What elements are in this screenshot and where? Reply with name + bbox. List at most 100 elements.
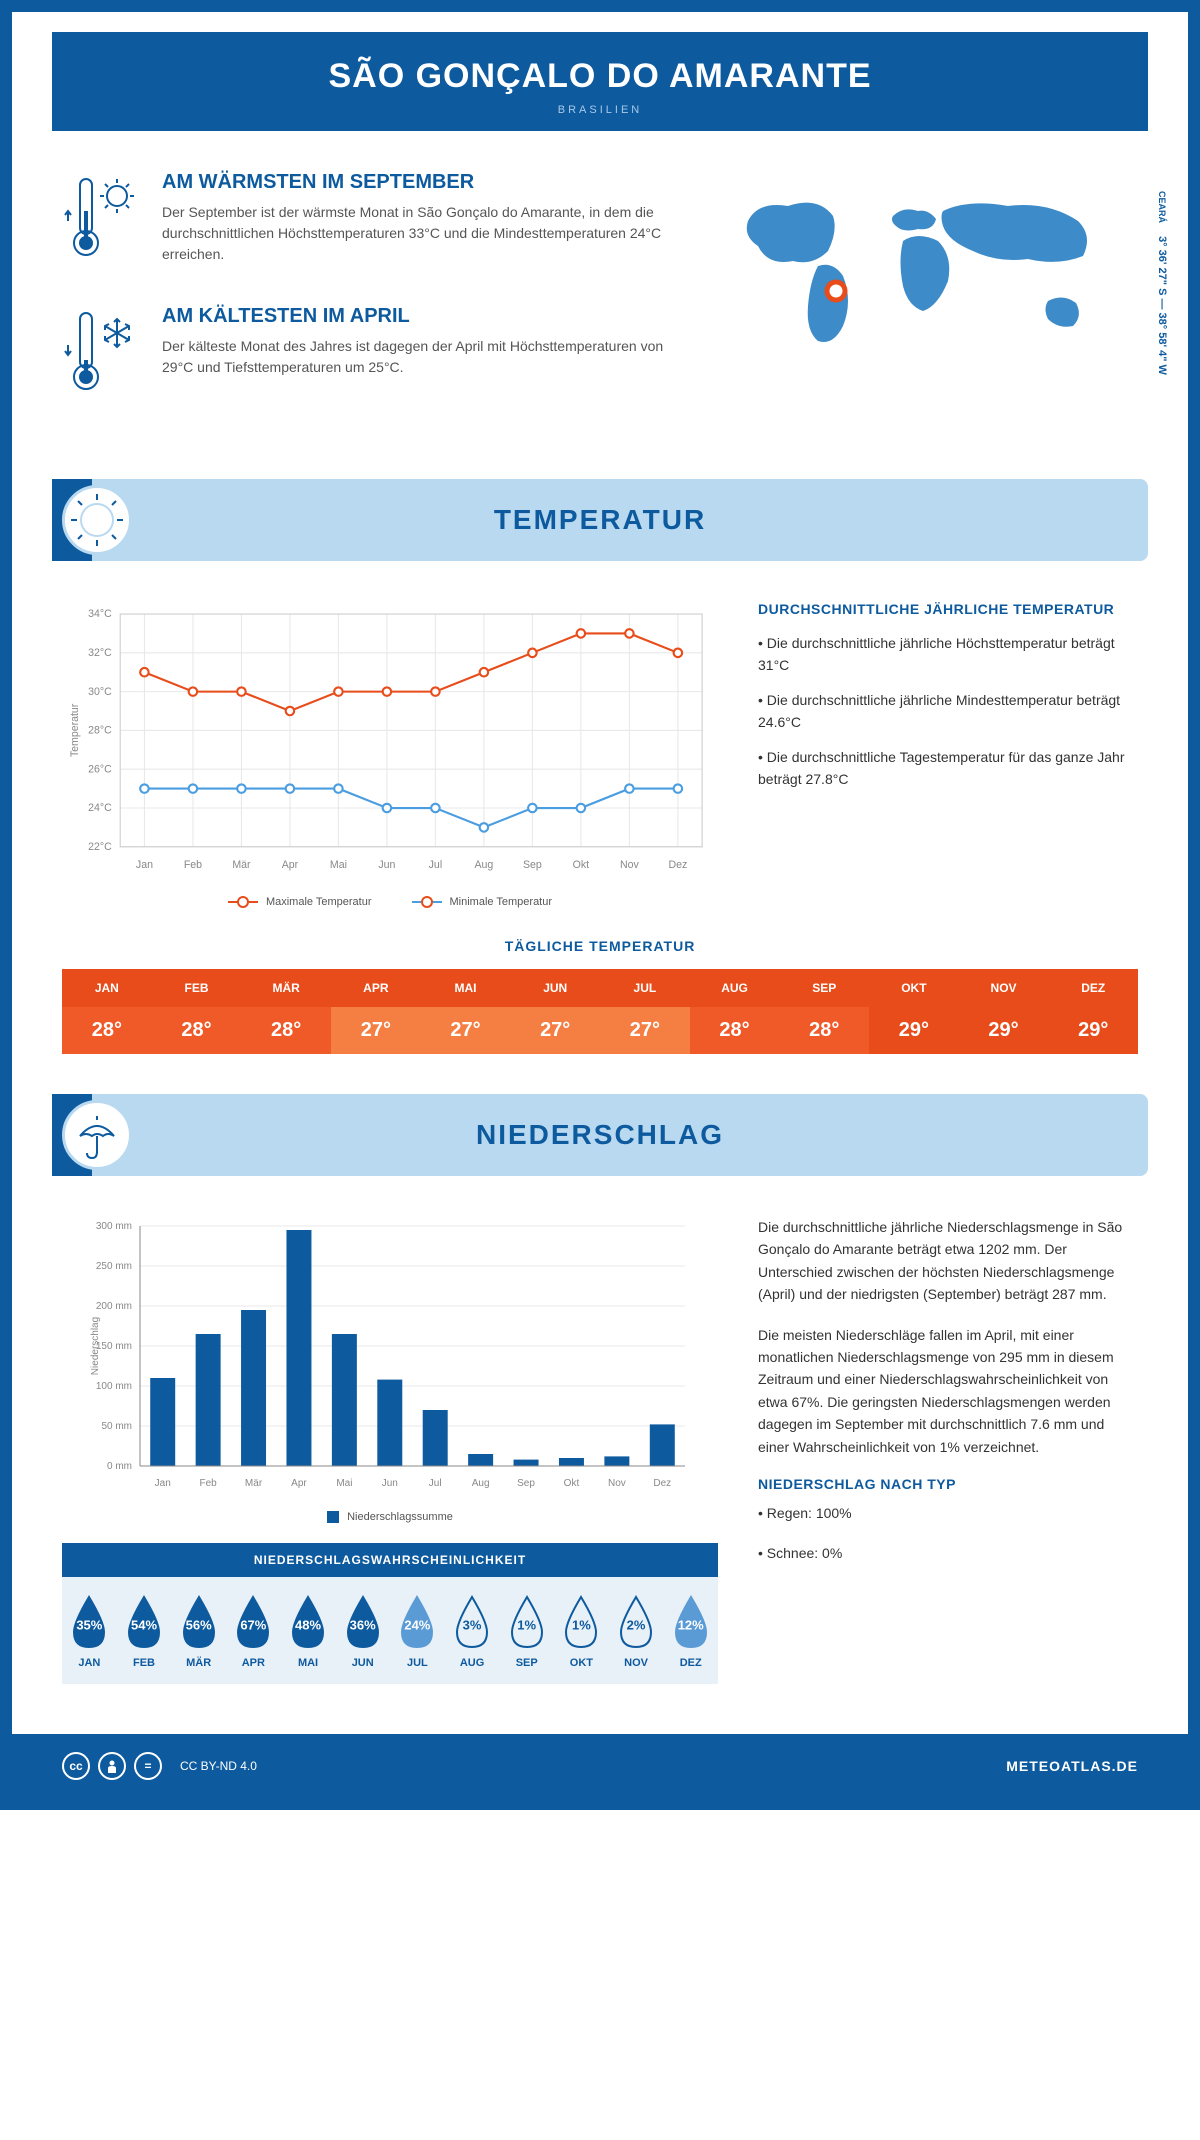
precipitation-chart: 0 mm 50 mm 100 mm 150 mm 200 mm 250 mm 300 mm J… (62, 1216, 718, 1684)
temperature-chart: 22°C24°C26°C28°C30°C32°C34°CJanFebMärApr… (62, 601, 718, 908)
svg-text:Okt: Okt (564, 1478, 580, 1489)
nd-icon: = (134, 1752, 162, 1780)
probability-drop: 12% DEZ (663, 1592, 718, 1669)
svg-text:Feb: Feb (184, 859, 202, 871)
cold-title: AM KÄLTESTEN IM APRIL (162, 305, 678, 328)
info-section: AM WÄRMSTEN IM SEPTEMBER Der September i… (12, 131, 1188, 469)
svg-text:Jul: Jul (429, 859, 443, 871)
wind-icon-left (0, 47, 2, 119)
svg-text:250 mm: 250 mm (96, 1261, 132, 1272)
svg-text:50 mm: 50 mm (101, 1421, 132, 1432)
world-map-area: CEARÁ 3° 36' 27" S — 38° 58' 4" W (718, 171, 1138, 439)
svg-text:Jun: Jun (378, 859, 395, 871)
coordinates: CEARÁ 3° 36' 27" S — 38° 58' 4" W (1156, 191, 1168, 375)
probability-drop: 36% JUN (335, 1592, 390, 1669)
daily-temp-value: 27° (331, 1007, 421, 1054)
svg-text:Apr: Apr (282, 859, 299, 871)
probability-drop: 1% OKT (554, 1592, 609, 1669)
svg-text:24°C: 24°C (88, 802, 112, 814)
svg-text:100 mm: 100 mm (96, 1381, 132, 1392)
precip-banner-title: NIEDERSCHLAG (77, 1119, 1123, 1151)
temperature-banner: TEMPERATUR (52, 479, 1148, 561)
svg-text:Dez: Dez (653, 1478, 671, 1489)
svg-text:Mai: Mai (336, 1478, 352, 1489)
thermometer-hot-icon (62, 171, 142, 275)
daily-month-header: NOV (959, 969, 1049, 1007)
svg-text:150 mm: 150 mm (96, 1341, 132, 1352)
probability-drops-row: 35% JAN 54% FEB 56% (62, 1577, 718, 1684)
svg-text:Okt: Okt (573, 859, 590, 871)
svg-text:Niederschlag: Niederschlag (90, 1317, 101, 1375)
daily-temp-value: 27° (510, 1007, 600, 1054)
daily-temp-value: 27° (421, 1007, 511, 1054)
svg-text:Dez: Dez (668, 859, 687, 871)
daily-temp-value: 29° (959, 1007, 1049, 1054)
svg-text:Jan: Jan (155, 1478, 171, 1489)
daily-month-header: MÄR (241, 969, 331, 1007)
footer: cc = CC BY-ND 4.0 METEOATLAS.DE (12, 1734, 1188, 1798)
svg-text:28°C: 28°C (88, 725, 112, 737)
footer-brand: METEOATLAS.DE (1006, 1758, 1138, 1774)
probability-section: NIEDERSCHLAGSWAHRSCHEINLICHKEIT 35% JAN … (62, 1523, 718, 1684)
probability-drop: 35% JAN (62, 1592, 117, 1669)
warm-text: Der September ist der wärmste Monat in S… (162, 202, 678, 265)
by-icon (98, 1752, 126, 1780)
svg-text:26°C: 26°C (88, 763, 112, 775)
svg-text:Jul: Jul (429, 1478, 442, 1489)
precipitation-section: 0 mm 50 mm 100 mm 150 mm 200 mm 250 mm 300 mm J… (12, 1186, 1188, 1714)
daily-temp-value: 28° (241, 1007, 331, 1054)
daily-month-header: SEP (779, 969, 869, 1007)
precipitation-banner: NIEDERSCHLAG (52, 1094, 1148, 1176)
license-badges: cc = CC BY-ND 4.0 (62, 1752, 257, 1780)
probability-title: NIEDERSCHLAGSWAHRSCHEINLICHKEIT (62, 1543, 718, 1577)
svg-text:Mai: Mai (330, 859, 347, 871)
svg-text:Nov: Nov (608, 1478, 626, 1489)
page-subtitle: BRASILIEN (72, 104, 1128, 116)
temp-banner-title: TEMPERATUR (77, 504, 1123, 536)
probability-drop: 3% AUG (445, 1592, 500, 1669)
header: SÃO GONÇALO DO AMARANTE BRASILIEN (52, 32, 1148, 131)
daily-temp-value: 29° (869, 1007, 959, 1054)
daily-month-header: DEZ (1048, 969, 1138, 1007)
daily-temp-value: 28° (779, 1007, 869, 1054)
svg-text:Aug: Aug (472, 1478, 490, 1489)
daily-month-header: OKT (869, 969, 959, 1007)
svg-text:22°C: 22°C (88, 841, 112, 853)
daily-temp-value: 28° (62, 1007, 152, 1054)
daily-temp-value: 28° (690, 1007, 780, 1054)
probability-drop: 48% MAI (281, 1592, 336, 1669)
sun-icon (62, 485, 132, 555)
infographic-container: SÃO GONÇALO DO AMARANTE BRASILIEN AM WÄR… (0, 0, 1200, 1810)
daily-temp-value: 27° (600, 1007, 690, 1054)
svg-text:Jan: Jan (136, 859, 153, 871)
svg-text:0 mm: 0 mm (107, 1461, 132, 1472)
warm-title: AM WÄRMSTEN IM SEPTEMBER (162, 171, 678, 194)
daily-month-header: FEB (152, 969, 242, 1007)
cc-icon: cc (62, 1752, 90, 1780)
precip-legend: Niederschlagssumme (62, 1511, 718, 1523)
temperature-info: DURCHSCHNITTLICHE JÄHRLICHE TEMPERATUR •… (758, 601, 1138, 908)
daily-temp-header-row: JANFEBMÄRAPRMAIJUNJULAUGSEPOKTNOVDEZ (62, 969, 1138, 1007)
temperature-section: 22°C24°C26°C28°C30°C32°C34°CJanFebMärApr… (12, 571, 1188, 938)
daily-temperature: TÄGLICHE TEMPERATUR JANFEBMÄRAPRMAIJUNJU… (12, 938, 1188, 1084)
svg-text:34°C: 34°C (88, 608, 112, 620)
svg-text:Sep: Sep (517, 1478, 535, 1489)
svg-text:Apr: Apr (291, 1478, 307, 1489)
probability-drop: 54% FEB (117, 1592, 172, 1669)
probability-drop: 2% NOV (609, 1592, 664, 1669)
svg-text:Mär: Mär (232, 859, 251, 871)
warm-info-block: AM WÄRMSTEN IM SEPTEMBER Der September i… (62, 171, 678, 275)
chart-legend: .legend-line:nth-child(1)::after{border-… (62, 896, 718, 908)
svg-text:Nov: Nov (620, 859, 640, 871)
daily-month-header: MAI (421, 969, 511, 1007)
svg-text:Feb: Feb (200, 1478, 218, 1489)
daily-month-header: AUG (690, 969, 780, 1007)
svg-text:200 mm: 200 mm (96, 1301, 132, 1312)
probability-drop: 67% APR (226, 1592, 281, 1669)
page-title: SÃO GONÇALO DO AMARANTE (72, 57, 1128, 96)
daily-month-header: JAN (62, 969, 152, 1007)
world-map-icon (718, 171, 1118, 371)
svg-text:Jun: Jun (382, 1478, 398, 1489)
probability-drop: 56% MÄR (171, 1592, 226, 1669)
svg-text:300 mm: 300 mm (96, 1221, 132, 1232)
